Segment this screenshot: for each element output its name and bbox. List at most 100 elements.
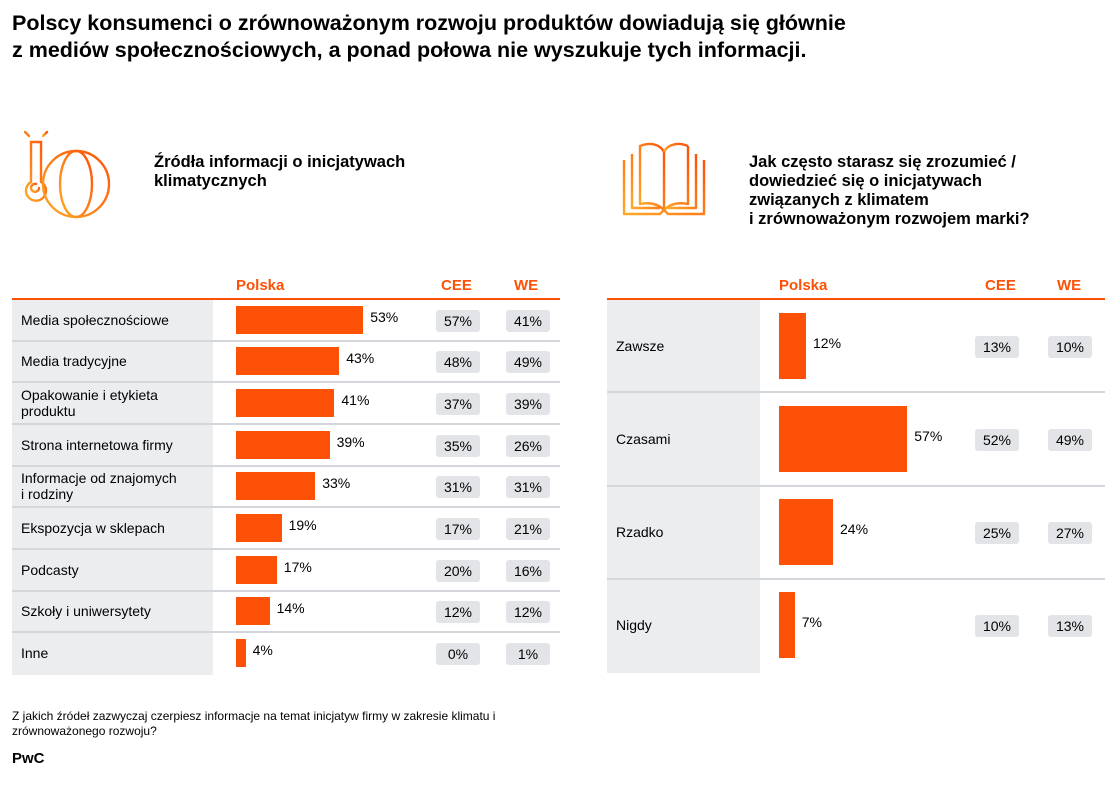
left-col-polska: Polska [236,277,285,294]
table-row: Szkoły i uniwersytety 14% 12% 12% [12,591,560,634]
row-label-line: produktu [21,403,76,420]
row-label: Strona internetowa firmy [21,437,173,453]
row-label-cell: Strona internetowa firmy [12,425,213,467]
row-label: Zawsze [616,338,664,354]
row-separator [12,381,560,384]
row-label-cell: Ekspozycja w sklepach [12,508,213,550]
row-label: Media tradycyjne [21,353,127,369]
brand-logo-text: PwC [12,750,45,767]
right-chart-table: Zawsze 12% 13% 10% Czasami 57% 52% 49% Rzadko 24%… [607,300,1105,673]
pill-we: 21% [506,518,550,541]
pill-cee: 20% [436,559,480,582]
pill-we: 10% [1048,335,1092,358]
row-label: Opakowanie i etykieta produktu [21,387,158,419]
right-col-cee: CEE [985,277,1016,294]
pill-we: 1% [506,643,550,666]
bar-value-label: 14% [276,600,305,617]
row-label-cell: Informacje od znajomych i rodziny [12,466,213,509]
row-separator [607,484,1105,487]
bar-polska [236,597,270,626]
pill-cee: 35% [436,434,480,457]
row-label-line: Szkoły i uniwersytety [21,603,151,620]
table-row: Media społecznościowe 53% 57% 41% [12,300,560,342]
row-label: Ekspozycja w sklepach [21,520,165,536]
bar-value-label: 4% [252,642,273,659]
pill-we: 31% [506,476,550,499]
bar-polska [236,555,277,584]
bar-value-label: 17% [283,558,312,575]
row-label-cell: Szkoły i uniwersytety [12,591,213,634]
pill-we: 26% [506,434,550,457]
pill-cee: 10% [975,615,1019,638]
row-label-line: i rodziny [21,486,74,503]
row-label: Media społecznościowe [21,312,169,328]
pill-we: 16% [506,559,550,582]
pill-cee: 48% [436,351,480,374]
right-heading-line-3: związanych z klimatem [749,191,929,209]
pill-cee: 12% [436,601,480,624]
bar-value-label: 12% [813,334,842,351]
row-label-line: Opakowanie i etykieta [21,387,158,404]
table-row: Strona internetowa firmy 39% 35% 26% [12,425,560,467]
pill-we: 49% [506,351,550,374]
row-label: Czasami [616,431,670,447]
bar-polska [779,499,833,566]
open-book-icon [622,142,706,216]
row-label: Podcasty [21,562,79,578]
table-row: Rzadko 24% 25% 27% [607,486,1105,580]
row-label-cell: Czasami [607,393,760,487]
table-row: Opakowanie i etykieta produktu 41% 37% 39% [12,383,560,425]
bar-value-label: 33% [322,475,351,492]
right-heading-line-4: i zrównoważonym rozwojem marki? [749,210,1030,228]
survey-question-footnote: Z jakich źródeł zazwyczaj czerpiesz info… [12,709,496,738]
pill-cee: 25% [975,522,1019,545]
row-label-line: Zawsze [616,337,665,354]
row-label-cell: Opakowanie i etykieta produktu [12,383,213,425]
bar-value-label: 7% [801,614,822,631]
row-separator [12,631,560,634]
pill-we: 13% [1048,615,1092,638]
page-title-line-2: z mediów społecznościowych, a ponad poło… [12,38,807,62]
row-label-line: Podcasty [21,561,79,578]
pill-we: 39% [506,393,550,416]
thermometer-globe-icon [18,123,111,219]
pill-cee: 52% [975,428,1019,451]
row-label-line: Media społecznościowe [21,311,169,328]
row-separator [12,464,560,467]
bar-polska [236,430,330,459]
table-row: Inne 4% 0% 1% [12,633,560,675]
row-separator [12,589,560,592]
left-heading-line-1: Źródła informacji o inicjatywach [154,153,406,171]
pill-cee: 31% [436,476,480,499]
row-separator [607,391,1105,394]
pill-we: 12% [506,601,550,624]
table-row: Ekspozycja w sklepach 19% 17% 21% [12,508,560,550]
left-panel-heading: Źródła informacji o inicjatywach klimaty… [154,153,405,191]
row-label-cell: Inne [12,633,213,675]
bar-value-label: 39% [336,433,365,450]
bar-polska [236,347,340,376]
pill-cee: 57% [436,309,480,332]
row-separator [12,547,560,550]
row-label-cell: Podcasty [12,550,213,592]
row-separator [12,422,560,425]
bar-polska [236,639,246,668]
pill-we: 27% [1048,522,1092,545]
bar-polska [236,472,316,501]
table-row: Zawsze 12% 13% 10% [607,300,1105,394]
page-title: Polscy konsumenci o zrównoważonym rozwoj… [12,10,1102,64]
row-label-line: Media tradycyjne [21,353,127,370]
row-label: Inne [21,645,48,661]
bar-polska [779,312,806,379]
left-heading-line-2: klimatycznych [154,172,267,190]
table-row: Nigdy 7% 10% 13% [607,579,1105,673]
row-label-line: Strona internetowa firmy [21,436,173,453]
pill-we: 49% [1048,428,1092,451]
right-col-polska: Polska [779,277,828,294]
row-label-line: Ekspozycja w sklepach [21,520,165,537]
right-header-line [607,298,1105,300]
bar-polska [236,389,335,418]
bar-value-label: 19% [288,517,317,534]
row-label: Szkoły i uniwersytety [21,603,151,619]
left-chart-table: Media społecznościowe 53% 57% 41% Media trad… [12,300,560,675]
